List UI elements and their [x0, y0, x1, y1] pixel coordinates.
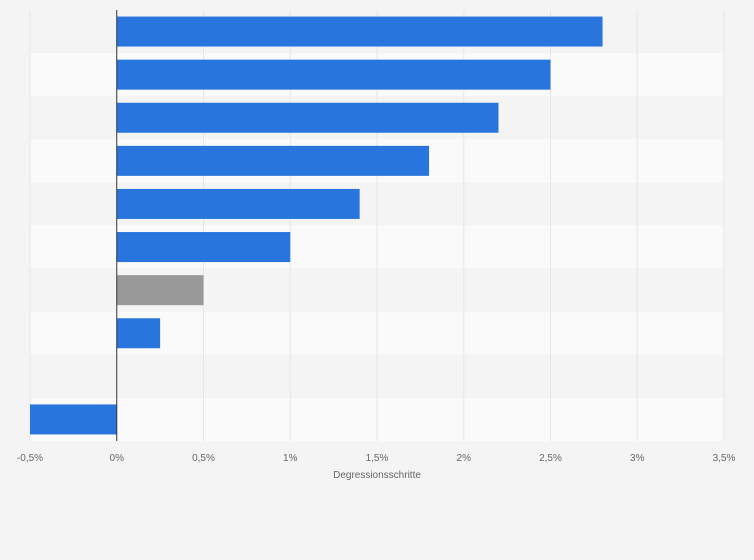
- bar: 1.4: [116, 188, 360, 219]
- bar: 1.8: [116, 145, 430, 176]
- bar: 0.25: [116, 318, 161, 349]
- x-tick-label: 2,5%: [539, 453, 562, 464]
- bar: 2.2: [116, 102, 499, 133]
- x-tick-label: 1%: [283, 453, 298, 464]
- x-tick-label: -0,5%: [17, 453, 43, 464]
- x-axis-title: Degressionsschritte: [333, 470, 421, 481]
- bar: 1: [116, 232, 291, 263]
- x-tick-label: 0,5%: [192, 453, 215, 464]
- x-tick-label: 1,5%: [366, 453, 389, 464]
- bars: 2.8 2.5 2.2 1.8 1.4 1 0.5 0.25 -0.5: [30, 16, 603, 435]
- x-axis-ticks: -0,5% 0% 0,5% 1% 1,5% 2% 2,5% 3% 3,5%: [17, 453, 736, 464]
- bar: 2.5: [116, 59, 551, 90]
- bar: 0.5: [116, 275, 204, 306]
- x-tick-label: 2%: [457, 453, 472, 464]
- bar: -0.5: [30, 404, 117, 435]
- x-tick-label: 0%: [110, 453, 125, 464]
- bar: 2.8: [116, 16, 603, 47]
- x-tick-label: 3%: [630, 453, 645, 464]
- x-tick-label: 3,5%: [713, 453, 736, 464]
